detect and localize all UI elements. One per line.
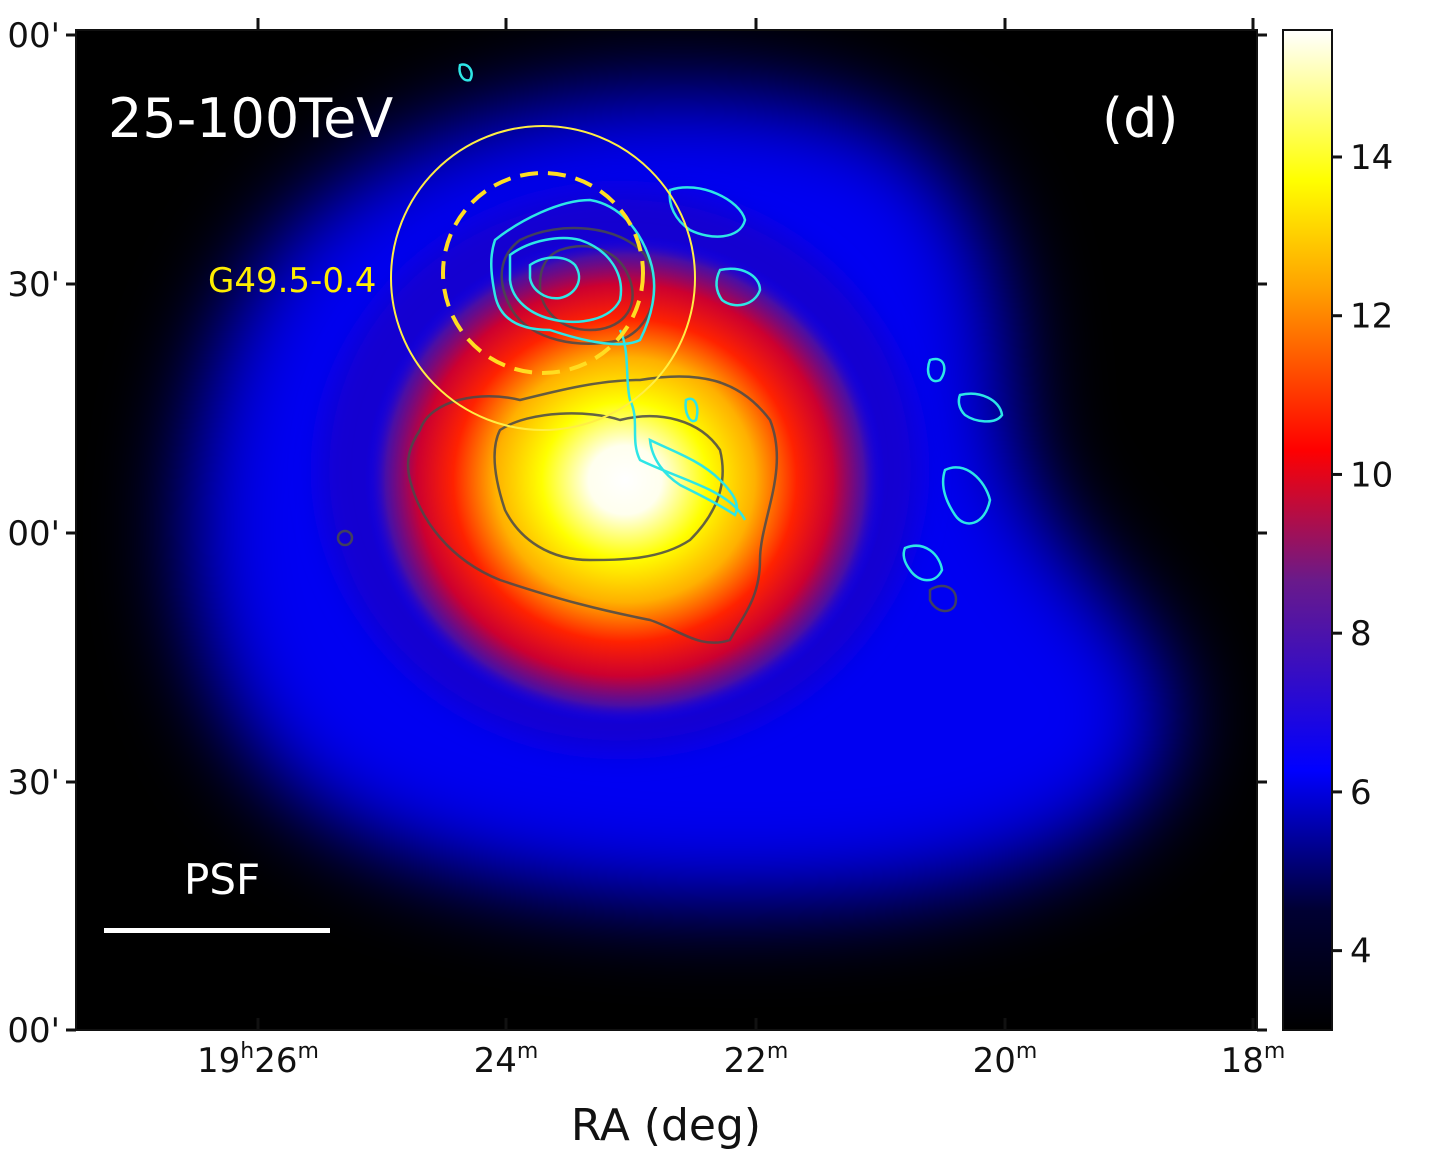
x-tick-label: 24m: [474, 1039, 539, 1081]
colorbar-tick-label: 10: [1350, 455, 1393, 495]
x-axis-ticks: 19h26m 24m 22m 20m 18m: [197, 18, 1285, 1081]
colorbar: [1282, 29, 1333, 1031]
colorbar-tick-label: 6: [1350, 773, 1372, 813]
emission-core: [365, 235, 885, 725]
colorbar-tick-label: 14: [1350, 138, 1393, 178]
energy-band-label: 25-100TeV: [108, 87, 393, 150]
colorbar-tick-label: 12: [1350, 297, 1393, 337]
source-core-dashed-circle: [441, 171, 645, 375]
x-tick-label: 18m: [1221, 1039, 1286, 1081]
y-tick-label: 30': [7, 265, 60, 305]
plot-frame: [75, 29, 1258, 1031]
x-tick-label: 22m: [724, 1039, 789, 1081]
source-name-label: G49.5-0.4: [208, 261, 376, 301]
x-tick-label: 20m: [973, 1039, 1038, 1081]
plot-area: 25-100TeV (d) G49.5-0.4 PSF: [76, 30, 1257, 1030]
y-tick-label: 30': [7, 763, 60, 803]
psf-label: PSF: [184, 855, 260, 904]
dark-contours: [336, 226, 958, 644]
x-tick-label: 19h26m: [197, 1039, 319, 1081]
x-axis-label: RA (deg): [571, 1100, 761, 1151]
y-axis-ticks: 00' 30' 00' 30' 00': [7, 16, 1267, 1051]
colorbar-tick-label: 4: [1350, 932, 1372, 972]
colorbar-tick-label: 8: [1350, 614, 1372, 654]
psf-scale-bar: [104, 928, 330, 933]
y-tick-label: 00': [7, 514, 60, 554]
colorbar-ticks: 4 6 8 10 12 14: [1332, 138, 1393, 972]
y-tick-label: 00': [7, 1011, 60, 1051]
source-extent-circle: [390, 125, 696, 431]
radio-contours: [458, 63, 1004, 582]
panel-label: (d): [1102, 87, 1178, 150]
y-tick-label: 00': [7, 16, 60, 56]
